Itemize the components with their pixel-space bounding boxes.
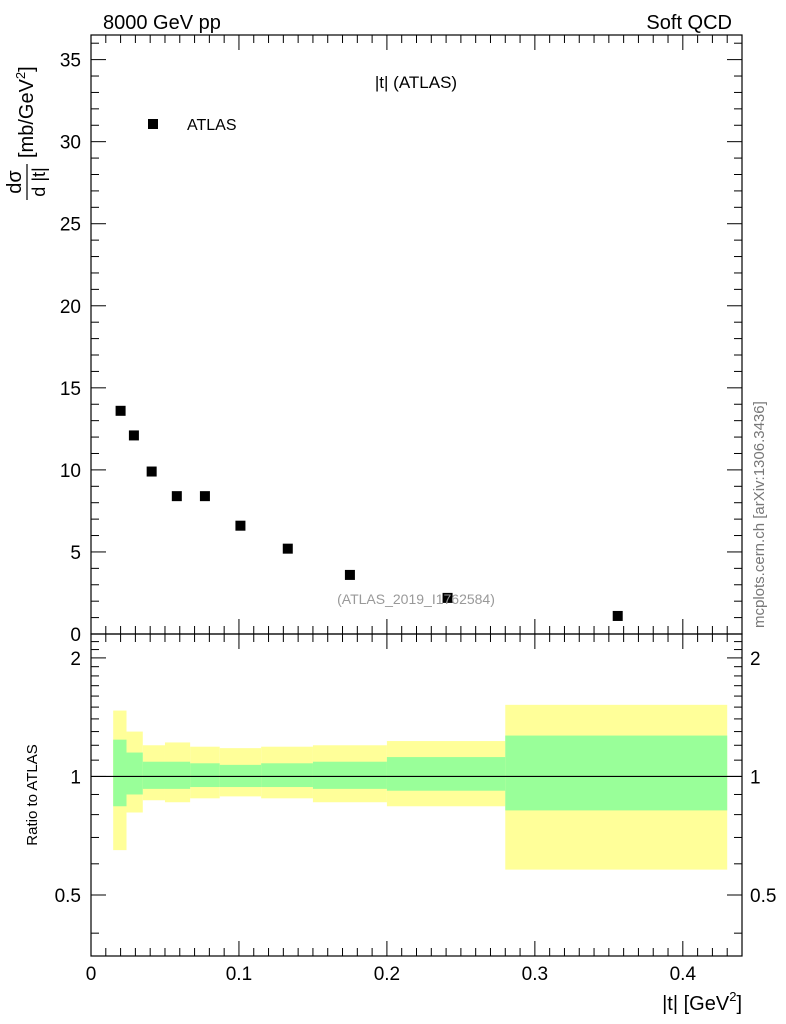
side-source-label: mcplots.cern.ch [arXiv:1306.3436] (751, 401, 768, 628)
x-tick-label: 0.2 (374, 964, 400, 985)
ratio-panel-ticks (90, 634, 743, 956)
x-tick-label: 0.1 (226, 964, 252, 985)
data-point-atlas (171, 491, 182, 502)
y-label-unit-close: ] (16, 66, 38, 72)
header-right: Soft QCD (646, 12, 732, 34)
x-tick-label: 0.4 (670, 964, 697, 985)
data-point-atlas (612, 610, 623, 621)
y-label-unit-group: [mb/GeV2] (13, 66, 38, 158)
atlas-data-points (115, 405, 623, 621)
plot-title: |t| (ATLAS) (375, 73, 457, 92)
data-point-atlas (115, 405, 126, 416)
analysis-watermark: (ATLAS_2019_I1762584) (337, 591, 495, 607)
x-label-text: |t| [GeV (662, 993, 730, 1015)
ratio-y-axis-label: Ratio to ATLAS (24, 744, 41, 845)
data-point-atlas (128, 430, 139, 441)
ratio-band-inner (126, 752, 143, 795)
y-tick-label: 0 (70, 625, 81, 646)
ratio-band-inner (261, 763, 313, 788)
ratio-y-tick-label-left: 1 (70, 767, 81, 788)
ratio-band-inner (505, 735, 728, 811)
ratio-band-inner (164, 761, 191, 789)
x-label-exponent: 2 (729, 989, 736, 1004)
ratio-panel-tick-labels: 0.5 0.5 1 1 2 2 0 0.1 0.2 0.3 0.4 (55, 649, 777, 985)
legend-marker-atlas (148, 119, 158, 129)
ratio-band-inner (190, 763, 220, 788)
y-tick-label: 5 (70, 543, 81, 564)
data-point-atlas (282, 543, 293, 554)
ratio-band-inner (386, 757, 506, 791)
main-panel-tick-labels: 0 5 10 15 20 25 30 35 (60, 51, 81, 646)
y-tick-label: 35 (60, 51, 81, 72)
data-point-atlas (344, 569, 355, 580)
x-tick-label: 0 (86, 964, 97, 985)
y-label-unit-exponent: 2 (13, 72, 28, 79)
ratio-band-inner (142, 761, 165, 789)
y-label-unit: [mb/GeV (16, 78, 38, 158)
ratio-uncertainty-bands (113, 704, 728, 870)
x-axis-label: |t| [GeV2] (662, 989, 742, 1015)
data-point-atlas (442, 592, 453, 603)
ratio-band-inner (113, 739, 127, 807)
y-tick-label: 20 (60, 297, 81, 318)
y-tick-label: 30 (60, 133, 81, 154)
ratio-y-tick-label-left: 2 (70, 649, 81, 670)
data-point-atlas (199, 491, 210, 502)
y-tick-label: 25 (60, 215, 81, 236)
ratio-y-tick-label-right: 0.5 (750, 886, 776, 907)
ratio-y-tick-label-right: 1 (750, 767, 761, 788)
y-tick-label: 10 (60, 461, 81, 482)
main-panel-ticks (90, 35, 743, 635)
ratio-y-tick-label-left: 0.5 (55, 886, 81, 907)
y-label-denominator: d |t| (29, 167, 49, 196)
y-label-numerator: dσ (4, 170, 26, 194)
legend-label-atlas: ATLAS (187, 117, 237, 134)
main-y-axis-label: dσ d |t| [mb/GeV2] (4, 66, 49, 200)
ratio-band-inner (312, 761, 387, 789)
data-point-atlas (146, 466, 157, 477)
x-label-close: ] (736, 993, 742, 1015)
data-point-atlas (235, 520, 246, 531)
y-tick-label: 15 (60, 379, 81, 400)
x-tick-label: 0.3 (522, 964, 548, 985)
ratio-y-tick-label-right: 2 (750, 649, 761, 670)
header-left: 8000 GeV pp (103, 12, 221, 34)
